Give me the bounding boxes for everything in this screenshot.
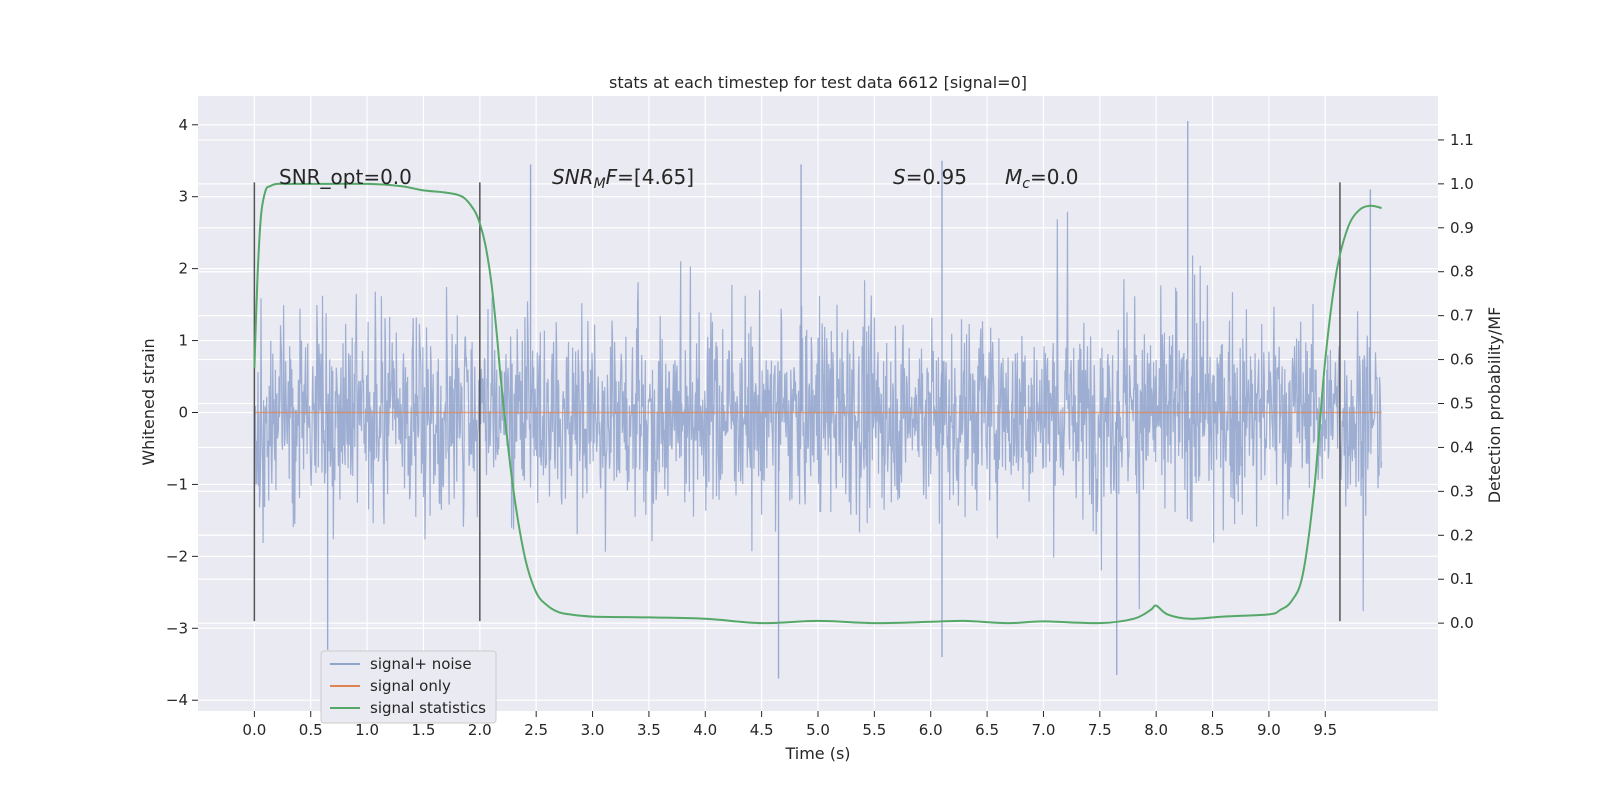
right-tick-label: 0.8 [1450, 263, 1474, 281]
x-tick-label: 5.5 [862, 721, 886, 739]
right-tick-label: 0.1 [1450, 570, 1474, 588]
signal-statistics-line [253, 182, 1382, 625]
legend-label-signal-statistics: signal statistics [370, 699, 486, 717]
annotation-mc-subscript: c [1022, 176, 1030, 192]
x-tick-label: 8.5 [1201, 721, 1225, 739]
right-tick-label: 1.1 [1450, 131, 1474, 149]
x-tick-label: 4.5 [750, 721, 774, 739]
x-tick-label: 0.0 [242, 721, 266, 739]
annotation-snr-mf-subscript: M [594, 176, 606, 192]
x-tick-label: 6.0 [919, 721, 943, 739]
annotation-mc-symbol: M [1005, 165, 1022, 189]
annotation-mc: Mc=0.0 [1005, 165, 1079, 192]
x-tick-label: 1.0 [355, 721, 379, 739]
right-tick-label: 0.5 [1450, 395, 1474, 413]
y-tick-label: −4 [166, 691, 188, 709]
y-axis-ticks: 4 3 2 1 0 −1 −2 −3 −4 [166, 116, 198, 709]
right-tick-label: 0.4 [1450, 438, 1474, 456]
legend-box [320, 650, 497, 724]
annotation-s-symbol: S [893, 165, 906, 189]
right-tick-label: 1.0 [1450, 175, 1474, 193]
x-tick-label: 0.5 [299, 721, 323, 739]
right-tick-label: 0.0 [1450, 614, 1474, 632]
chart-title: stats at each timestep for test data 661… [609, 73, 1027, 92]
annotation-snr-mf-value: =[4.65] [617, 165, 694, 189]
y-tick-label: 2 [178, 260, 188, 278]
x-axis-ticks: 0.0 0.5 1.0 1.5 2.0 2.5 3.0 3.5 4.0 4.5 5.0 5.5 6.0 6… [242, 711, 1337, 739]
x-tick-label: 6.5 [975, 721, 999, 739]
y-tick-label: 4 [178, 116, 188, 134]
annotation-s-value: =0.95 [906, 165, 967, 189]
right-tick-label: 0.3 [1450, 482, 1474, 500]
x-tick-label: 9.5 [1313, 721, 1337, 739]
legend-label-signal-only: signal only [370, 677, 451, 695]
right-tick-label: 0.7 [1450, 307, 1474, 325]
signal-noise-line [253, 211, 1383, 612]
right-tick-label: 0.2 [1450, 526, 1474, 544]
y-tick-label: 3 [178, 188, 188, 206]
x-tick-label: 9.0 [1257, 721, 1281, 739]
annotation-snr-mf: SNRMF=[4.65] [552, 165, 694, 192]
signal-noise-series [253, 121, 1383, 679]
right-axis-title: Detection probability/MF [1485, 307, 1504, 504]
y-tick-label: −3 [166, 619, 188, 637]
annotation-mc-value: =0.0 [1030, 165, 1079, 189]
annotation-snr-mf-symbol: SNR [552, 165, 594, 189]
x-tick-label: 5.0 [806, 721, 830, 739]
x-tick-label: 2.0 [468, 721, 492, 739]
y-tick-label: 1 [178, 332, 188, 350]
legend-label-signal-noise: signal+ noise [370, 655, 472, 673]
y-tick-label: 0 [178, 403, 188, 421]
right-tick-label: 0.6 [1450, 351, 1474, 369]
y-tick-label: −1 [166, 475, 188, 493]
x-tick-label: 2.5 [524, 721, 548, 739]
right-axis-ticks: 1.1 1.0 0.9 0.8 0.7 0.6 0.5 0.4 0.3 0.2 0.1 0.0 [1438, 131, 1474, 632]
right-tick-label: 0.9 [1450, 219, 1474, 237]
x-tick-label: 3.5 [637, 721, 661, 739]
y-tick-label: −2 [166, 547, 188, 565]
annotation-snr-opt: SNR_opt=0.0 [279, 165, 412, 189]
x-tick-label: 8.0 [1144, 721, 1168, 739]
annotation-snr-mf-symbol-2: F [606, 165, 618, 189]
x-axis-title: Time (s) [784, 744, 850, 763]
x-tick-label: 4.0 [693, 721, 717, 739]
annotation-s: S=0.95 [893, 165, 967, 189]
x-tick-label: 3.0 [581, 721, 605, 739]
y-axis-title: Whitened strain [139, 338, 158, 465]
x-tick-label: 7.5 [1088, 721, 1112, 739]
x-tick-label: 7.0 [1032, 721, 1056, 739]
signal-statistics-series [253, 182, 1382, 625]
legend: signal+ noise signal only signal statist… [320, 650, 497, 724]
x-tick-label: 1.5 [412, 721, 436, 739]
